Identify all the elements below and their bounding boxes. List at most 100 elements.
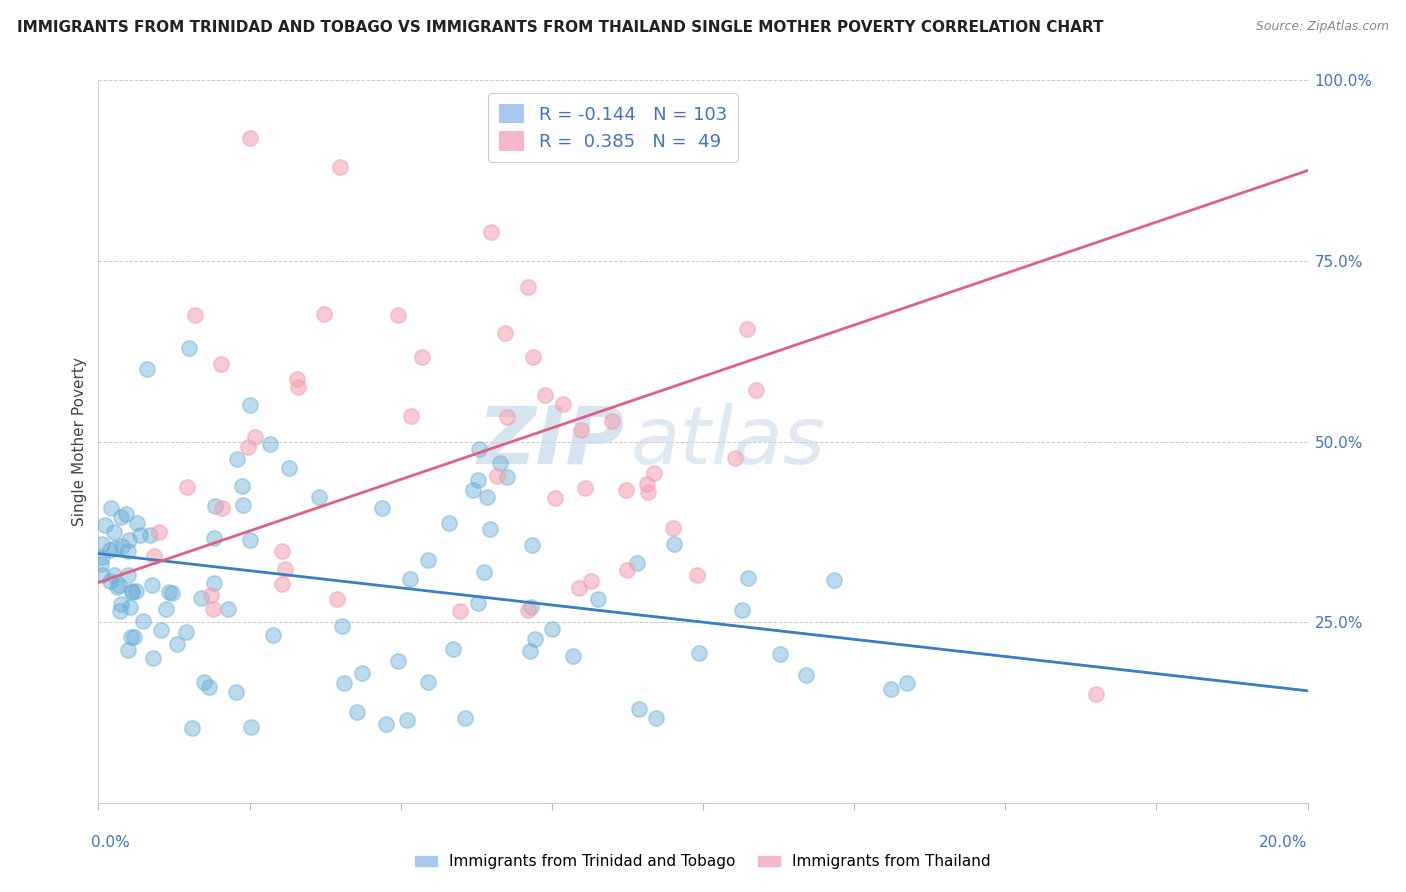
Point — [98, 574, 121, 588]
Point — [467, 473, 489, 487]
Point — [225, 684, 247, 698]
Point — [519, 644, 541, 658]
Point — [519, 600, 541, 615]
Point — [285, 372, 308, 386]
Point — [121, 583, 143, 598]
Point — [104, 541, 127, 555]
Point — [110, 539, 132, 553]
Point — [520, 538, 543, 552]
Point — [454, 710, 477, 724]
Point — [588, 592, 610, 607]
Legend: R = -0.144   N = 103, R =  0.385   N =  49: R = -0.144 N = 103, R = 0.385 N = 49 — [488, 93, 738, 161]
Point — [231, 479, 253, 493]
Point — [737, 571, 759, 585]
Point — [461, 483, 484, 498]
Point — [120, 630, 142, 644]
Point — [202, 602, 225, 616]
Point — [330, 619, 353, 633]
Point — [880, 681, 903, 696]
Text: 20.0%: 20.0% — [1260, 836, 1308, 850]
Point — [141, 577, 163, 591]
Point — [387, 308, 409, 322]
Text: atlas: atlas — [630, 402, 825, 481]
Point — [486, 469, 509, 483]
Point — [794, 667, 817, 681]
Point — [569, 423, 592, 437]
Point — [418, 553, 440, 567]
Point — [768, 647, 790, 661]
Point — [90, 557, 112, 571]
Point — [735, 322, 758, 336]
Point — [270, 577, 292, 591]
Point — [200, 588, 222, 602]
Point — [115, 507, 138, 521]
Point — [125, 584, 148, 599]
Point — [896, 676, 918, 690]
Point — [1085, 687, 1108, 701]
Point — [326, 591, 349, 606]
Point — [496, 409, 519, 424]
Point — [333, 676, 356, 690]
Text: ZIP: ZIP — [477, 402, 624, 481]
Point — [475, 490, 498, 504]
Point — [239, 131, 262, 145]
Point — [626, 556, 648, 570]
Point — [155, 602, 177, 616]
Point — [579, 574, 602, 589]
Point — [103, 568, 125, 582]
Point — [441, 642, 464, 657]
Point — [489, 456, 512, 470]
Point — [142, 651, 165, 665]
Point — [472, 565, 495, 579]
Text: 0.0%: 0.0% — [91, 836, 131, 850]
Point — [142, 549, 165, 563]
Point — [193, 674, 215, 689]
Point — [211, 500, 233, 515]
Y-axis label: Single Mother Poverty: Single Mother Poverty — [72, 357, 87, 526]
Point — [180, 721, 202, 735]
Point — [614, 483, 637, 497]
Point — [395, 713, 418, 727]
Point — [110, 510, 132, 524]
Point — [416, 674, 439, 689]
Point — [239, 721, 262, 735]
Point — [399, 409, 422, 423]
Point — [616, 563, 638, 577]
Point — [190, 591, 212, 605]
Point — [271, 544, 294, 558]
Point — [468, 442, 491, 456]
Point — [125, 516, 148, 531]
Point — [574, 481, 596, 495]
Point — [495, 470, 517, 484]
Point — [686, 568, 709, 582]
Point — [157, 585, 180, 599]
Point — [91, 537, 114, 551]
Point — [517, 603, 540, 617]
Point — [176, 625, 198, 640]
Text: IMMIGRANTS FROM TRINIDAD AND TOBAGO VS IMMIGRANTS FROM THAILAND SINGLE MOTHER PO: IMMIGRANTS FROM TRINIDAD AND TOBAGO VS I… — [17, 20, 1104, 35]
Point — [731, 603, 754, 617]
Point — [517, 280, 540, 294]
Point — [204, 576, 226, 591]
Point — [149, 623, 172, 637]
Point — [91, 550, 114, 565]
Point — [122, 631, 145, 645]
Point — [262, 628, 284, 642]
Point — [636, 476, 658, 491]
Point — [439, 516, 461, 530]
Point — [724, 451, 747, 466]
Point — [745, 383, 768, 397]
Point — [387, 654, 409, 668]
Point — [160, 585, 183, 599]
Point — [467, 596, 489, 610]
Point — [239, 398, 262, 412]
Point — [371, 500, 394, 515]
Point — [148, 524, 170, 539]
Point — [374, 716, 396, 731]
Point — [232, 498, 254, 512]
Point — [204, 500, 226, 514]
Point — [110, 597, 132, 611]
Point — [561, 648, 583, 663]
Point — [544, 491, 567, 506]
Point — [523, 632, 546, 647]
